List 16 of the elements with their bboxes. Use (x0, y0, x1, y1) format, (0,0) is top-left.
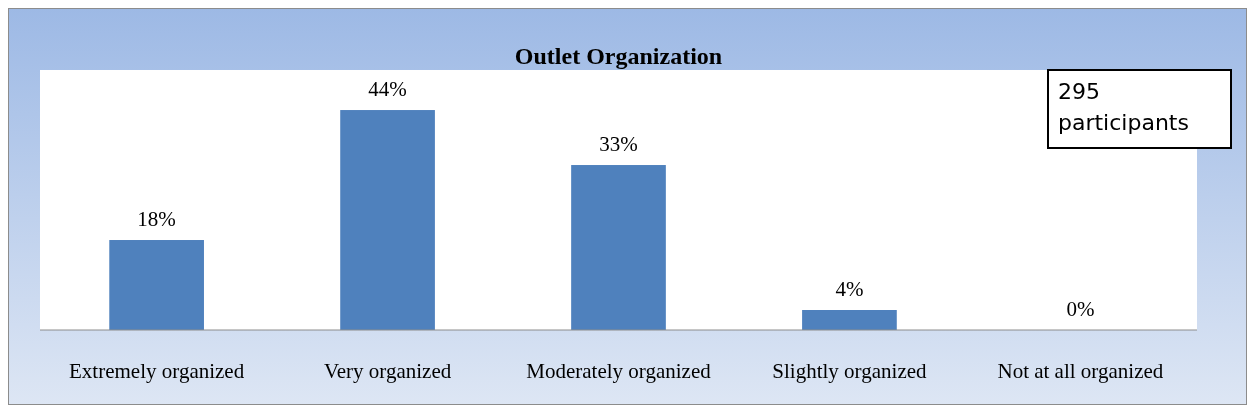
bar (571, 165, 666, 330)
x-tick-label: Moderately organized (526, 359, 712, 383)
annotation: 295 participants (1058, 79, 1189, 135)
x-tick-label: Very organized (323, 359, 452, 383)
data-label: 18% (137, 207, 176, 232)
chart-title: Outlet Organization (514, 43, 723, 69)
x-tick-label: Not at all organized (997, 359, 1164, 383)
data-label: 0% (1066, 297, 1095, 321)
data-label: 44% (368, 77, 407, 102)
x-tick-label: Slightly organized (772, 359, 928, 383)
bar (802, 310, 897, 330)
bar (109, 240, 204, 330)
data-label: 33% (599, 132, 638, 157)
x-tick-label: Extremely organized (69, 359, 245, 383)
data-label: 4% (835, 277, 864, 301)
bar (340, 110, 435, 330)
